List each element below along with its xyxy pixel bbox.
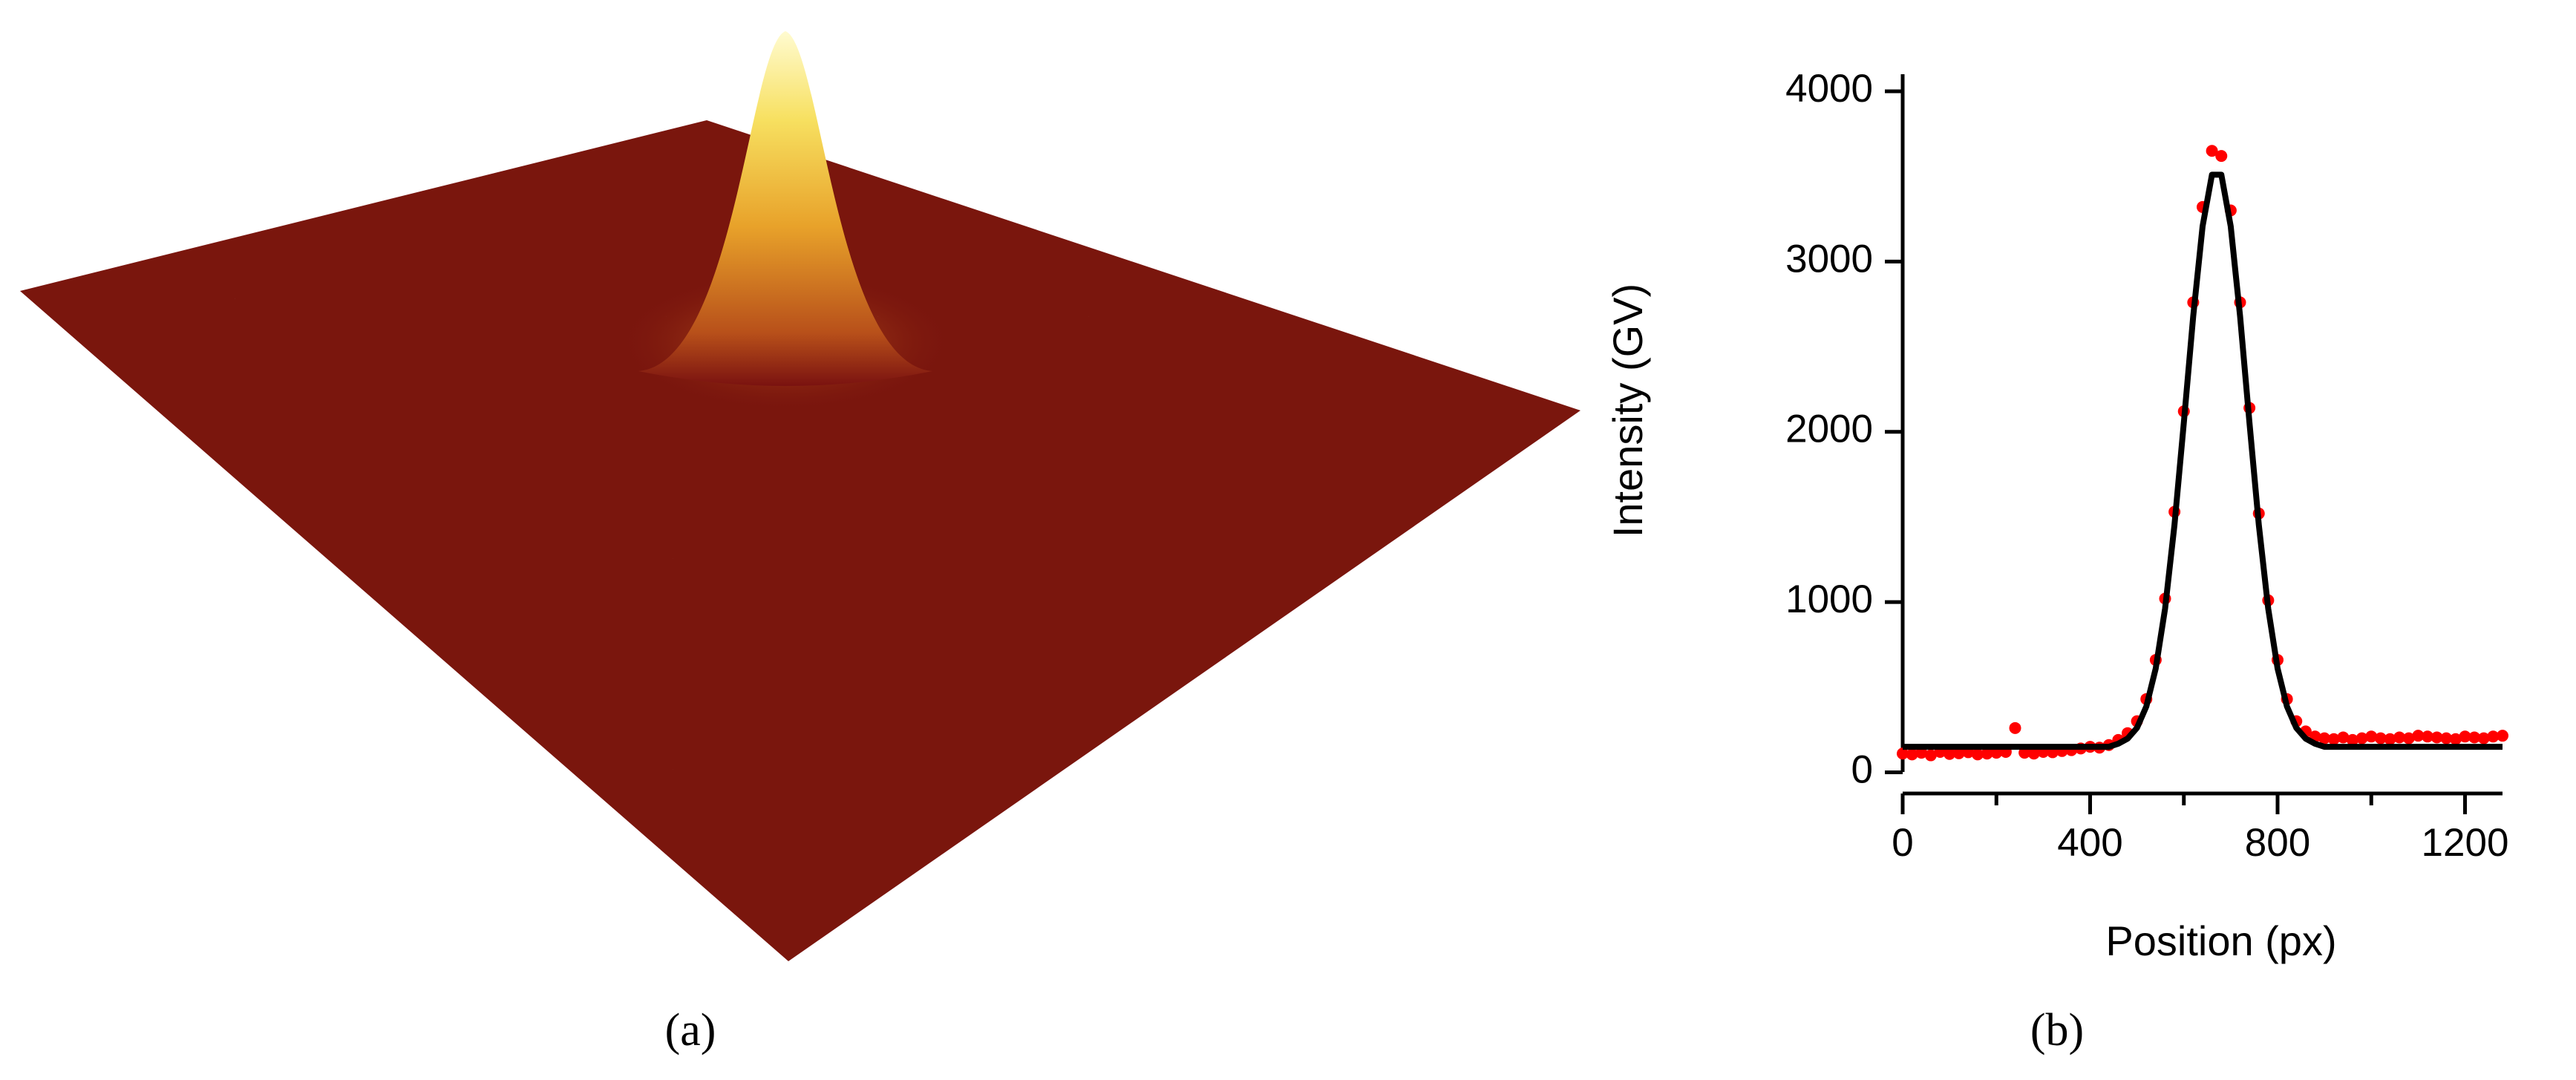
data-point	[2422, 730, 2433, 743]
data-point	[1915, 747, 1928, 759]
data-point	[2384, 733, 2396, 745]
surface-peak	[638, 31, 932, 386]
data-point	[2412, 730, 2425, 742]
data-point	[2497, 730, 2508, 742]
data-point	[2365, 730, 2378, 743]
data-point	[2430, 731, 2443, 744]
x-tick-label: 400	[2057, 821, 2122, 865]
data-point	[2027, 747, 2040, 760]
y-axis-title: Intensity (GV)	[1604, 284, 1651, 537]
data-point	[1981, 747, 1993, 760]
data-point	[1897, 747, 1909, 760]
data-point	[2327, 733, 2340, 745]
data-point	[2468, 731, 2481, 744]
data-point	[1944, 747, 1956, 760]
data-point	[2449, 733, 2462, 745]
panel-label: (b)	[2030, 1005, 2084, 1056]
data-point	[2393, 731, 2406, 744]
data-point	[2356, 732, 2368, 744]
surface-plot	[20, 31, 1580, 961]
data-point	[2318, 732, 2331, 744]
data-point	[2009, 721, 2021, 734]
y-tick-label: 2000	[1785, 408, 1873, 451]
data-point	[2206, 145, 2218, 157]
x-axis-title: Position (px)	[2105, 917, 2336, 964]
data-point	[1906, 748, 1918, 761]
data-point	[2337, 731, 2350, 744]
surface-plane	[20, 120, 1580, 961]
x-tick-label: 800	[2245, 821, 2310, 865]
data-point	[1972, 748, 1984, 761]
data-point	[2215, 150, 2228, 163]
x-tick-label: 0	[1892, 821, 1913, 865]
data-point	[2440, 732, 2453, 744]
data-point	[2487, 730, 2500, 743]
y-tick-label: 0	[1851, 747, 1873, 791]
data-point	[1990, 747, 2003, 759]
y-tick-label: 1000	[1785, 577, 1873, 621]
data-point	[2459, 730, 2471, 743]
panel-label: (a)	[665, 1005, 716, 1056]
x-tick-label: 1200	[2422, 821, 2509, 865]
y-tick-label: 3000	[1785, 237, 1873, 281]
data-point	[1924, 749, 1937, 762]
y-tick-label: 4000	[1785, 67, 1873, 111]
data-point	[1952, 747, 1965, 759]
data-point	[2347, 733, 2358, 746]
data-point	[2402, 732, 2415, 744]
data-point	[2477, 732, 2490, 744]
data-point	[2374, 732, 2387, 744]
data-point	[2018, 747, 2031, 759]
fit-line	[1903, 171, 2503, 750]
